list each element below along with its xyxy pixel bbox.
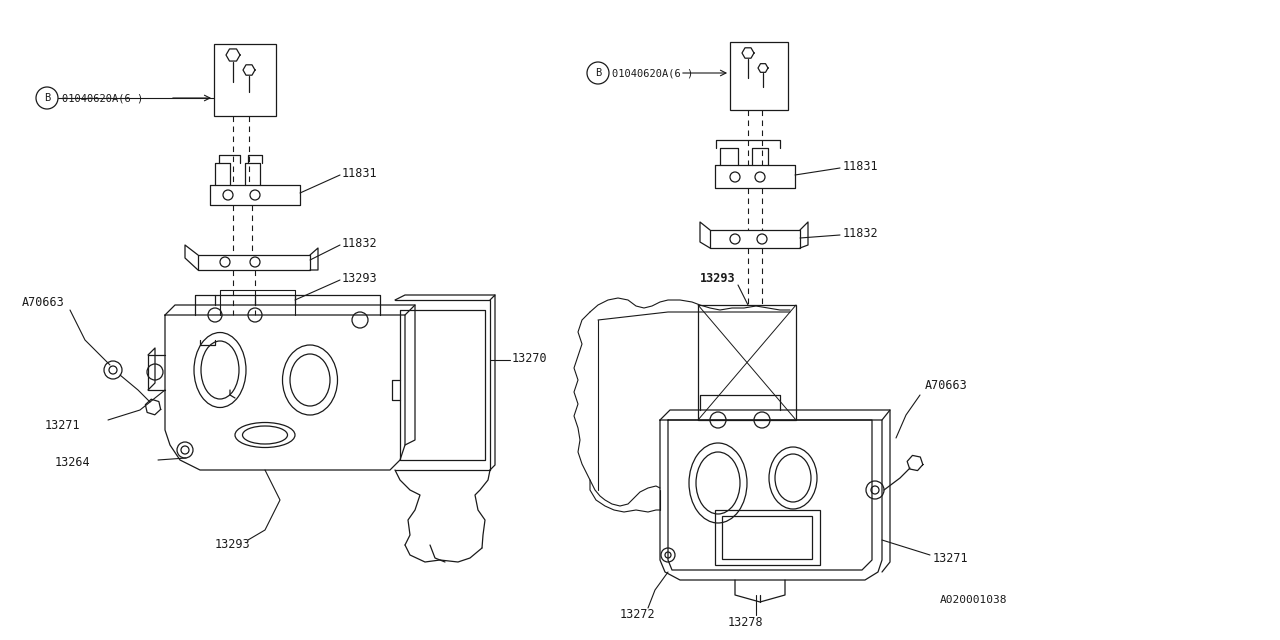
Text: 13293: 13293 xyxy=(342,271,378,285)
Text: A70663: A70663 xyxy=(925,378,968,392)
Text: 13272: 13272 xyxy=(620,609,655,621)
Text: 13271: 13271 xyxy=(933,552,969,564)
Text: 11831: 11831 xyxy=(342,166,378,179)
Text: B: B xyxy=(44,93,50,103)
Text: 11832: 11832 xyxy=(342,237,378,250)
Text: 13278: 13278 xyxy=(728,616,764,628)
Text: 13293: 13293 xyxy=(700,271,736,285)
Text: 13271: 13271 xyxy=(45,419,81,431)
Text: 01040620A(6 ): 01040620A(6 ) xyxy=(612,68,694,78)
Text: 13293: 13293 xyxy=(215,538,251,552)
Text: A020001038: A020001038 xyxy=(940,595,1007,605)
Text: B: B xyxy=(595,68,602,78)
Bar xyxy=(722,516,812,559)
Text: 01040620A(6 ): 01040620A(6 ) xyxy=(61,93,143,103)
Bar xyxy=(730,42,788,110)
Text: 13270: 13270 xyxy=(512,351,548,365)
Bar xyxy=(698,305,796,420)
Bar xyxy=(214,44,276,116)
Text: A70663: A70663 xyxy=(22,296,65,308)
Text: 11832: 11832 xyxy=(844,227,878,239)
Text: 13264: 13264 xyxy=(55,456,91,468)
Text: 11831: 11831 xyxy=(844,159,878,173)
Bar xyxy=(716,510,820,565)
